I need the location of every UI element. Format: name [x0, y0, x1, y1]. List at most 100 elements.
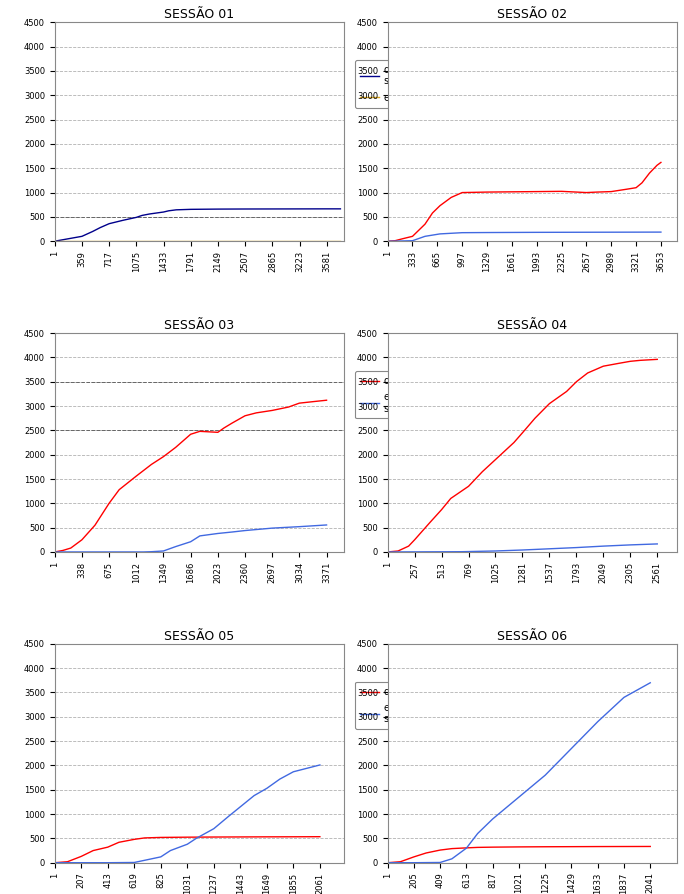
Line: direita-água: direita-água — [388, 847, 650, 863]
direita-
sacarose — [241, 204, 250, 215]
esquerda-
sacarose — [77, 857, 86, 868]
direita-água — [421, 219, 429, 230]
esquerda-
sacarose — [515, 792, 523, 803]
esquerda-
sacarose — [632, 227, 640, 238]
direita-água — [594, 841, 602, 852]
direita-água — [545, 398, 553, 409]
direita-
sacarose — [295, 204, 304, 215]
Title: SESSÃO 01: SESSÃO 01 — [164, 8, 235, 21]
direita-água — [236, 831, 244, 842]
direita-água — [410, 535, 419, 545]
direita-
sacarose — [165, 206, 173, 216]
esquerda-
sacarose — [141, 855, 149, 865]
direita-água — [91, 519, 99, 530]
direita-água — [210, 831, 218, 842]
direita-água — [478, 467, 486, 477]
direita-água — [583, 367, 592, 378]
esquerda-
sacarose — [172, 541, 180, 552]
direita-água — [105, 498, 113, 509]
esquerda-
sacarose — [228, 527, 236, 537]
direita-água — [623, 184, 631, 195]
esquerda-
sacarose — [541, 770, 549, 780]
Line: esquerda-
sacarose: esquerda- sacarose — [55, 765, 320, 863]
direita-água — [51, 546, 59, 557]
direita-água — [384, 236, 392, 247]
direita-água — [51, 857, 59, 868]
esquerda-
sacarose — [384, 236, 392, 247]
direita-água — [425, 518, 434, 528]
direita-água — [289, 831, 298, 842]
direita-
sacarose — [105, 218, 114, 229]
direita-água — [115, 485, 123, 495]
direita-água — [593, 187, 601, 198]
direita-água — [316, 831, 324, 842]
esquerda-
sacarose — [399, 236, 407, 247]
direita-água — [533, 186, 541, 197]
direita-água — [89, 845, 97, 856]
direita-água — [653, 160, 661, 171]
esquerda-
sacarose — [582, 227, 590, 238]
direita-água — [422, 848, 430, 858]
direita-água — [241, 410, 249, 421]
esquerda-
sacarose — [196, 530, 204, 541]
esquerda-
sacarose — [384, 546, 392, 557]
direita-
sacarose — [323, 204, 331, 215]
direita-água — [384, 857, 392, 868]
Legend: direita-água, esquerda-
sacarose: direita-água, esquerda- sacarose — [355, 681, 447, 730]
esquerda-
sacarose — [607, 227, 616, 238]
direita-água — [488, 842, 497, 853]
direita-
sacarose — [88, 226, 96, 237]
direita-
sacarose — [214, 204, 222, 215]
direita-água — [458, 187, 466, 198]
direita-
sacarose — [78, 231, 86, 241]
direita-água — [196, 426, 204, 436]
esquerda-
sacarose — [483, 227, 491, 238]
direita-água — [391, 235, 399, 246]
direita-água — [626, 356, 634, 367]
esquerda-
sacarose — [646, 678, 655, 688]
esquerda-
sacarose — [518, 544, 527, 555]
direita-água — [172, 442, 180, 452]
direita-água — [510, 437, 518, 448]
direita-água — [515, 841, 523, 852]
direita-água — [464, 481, 473, 492]
esquerda-
sacarose — [213, 528, 222, 539]
esquerda-
sacarose — [104, 857, 112, 868]
direita-água — [132, 471, 140, 482]
Title: SESSÃO 04: SESSÃO 04 — [497, 319, 568, 332]
esquerda-
sacarose — [384, 857, 392, 868]
direita-
sacarose — [337, 204, 345, 215]
direita-água — [308, 396, 317, 407]
esquerda-
sacarose — [567, 743, 575, 754]
esquerda-
sacarose — [159, 545, 168, 556]
direita-água — [384, 546, 392, 557]
direita-
sacarose — [159, 207, 168, 217]
Title: SESSÃO 02: SESSÃO 02 — [497, 8, 568, 21]
esquerda-
sacarose — [557, 227, 566, 238]
direita-água — [399, 233, 407, 244]
direita-água — [447, 192, 456, 203]
direita-água — [322, 395, 330, 406]
esquerda-
sacarose — [436, 229, 444, 240]
esquerda-
sacarose — [448, 854, 456, 864]
direita-água — [228, 417, 236, 428]
Legend: direita-água, esquerda-
sacarose: direita-água, esquerda- sacarose — [355, 371, 447, 418]
esquerda-
sacarose — [421, 231, 429, 241]
esquerda-
sacarose — [322, 519, 330, 530]
direita-água — [573, 376, 581, 387]
direita-água — [473, 842, 482, 853]
direita-
sacarose — [146, 208, 154, 219]
direita-água — [394, 545, 402, 556]
Line: esquerda-
sacarose: esquerda- sacarose — [388, 683, 650, 863]
esquerda-
sacarose — [316, 760, 324, 771]
direita-água — [599, 361, 607, 372]
direita-água — [557, 186, 566, 197]
direita-água — [396, 856, 404, 867]
direita-água — [657, 157, 665, 168]
direita-água — [263, 831, 271, 842]
esquerda-
sacarose — [508, 227, 516, 238]
direita-água — [141, 832, 149, 843]
direita-água — [518, 427, 527, 438]
esquerda-
sacarose — [51, 857, 59, 868]
Title: SESSÃO 05: SESSÃO 05 — [164, 629, 235, 643]
